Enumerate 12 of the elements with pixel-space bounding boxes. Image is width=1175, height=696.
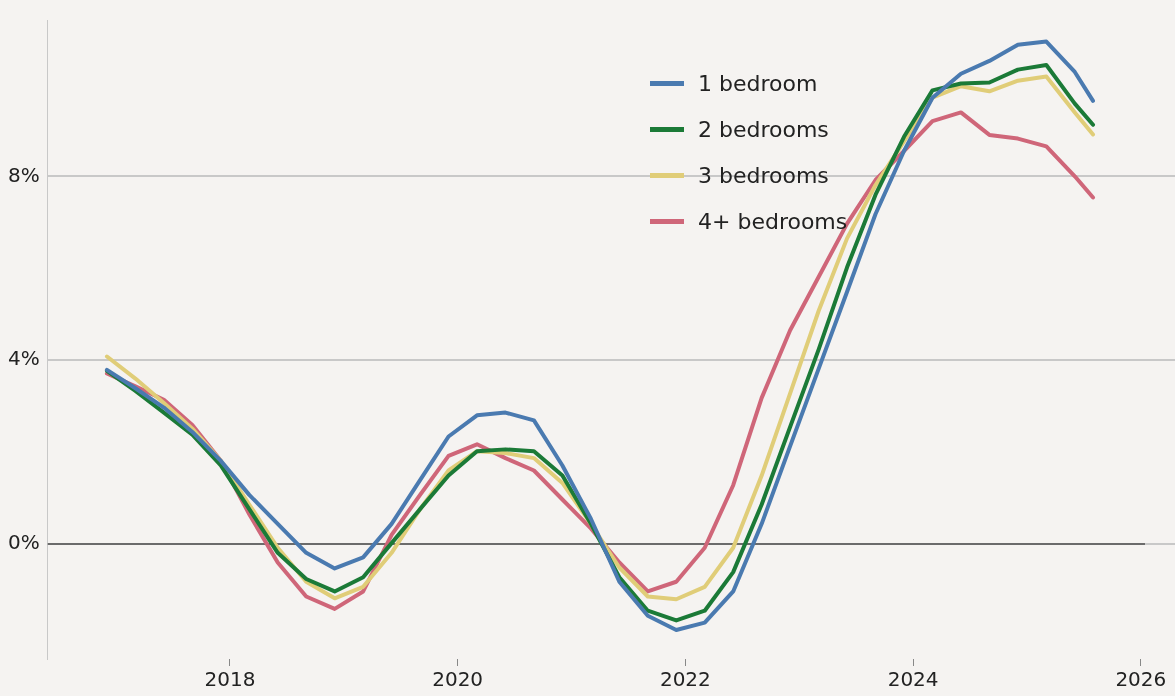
legend-label: 2 bedrooms — [698, 116, 829, 142]
y-tick-label: 0% — [7, 530, 40, 555]
y-tick-label: 4% — [7, 346, 40, 371]
legend-label: 4+ bedrooms — [698, 208, 848, 234]
x-tick-label: 2022 — [659, 667, 711, 692]
legend-label: 1 bedroom — [698, 70, 818, 96]
legend-label: 3 bedrooms — [698, 162, 829, 188]
x-tick-label: 2026 — [1115, 667, 1167, 692]
x-tick-label: 2020 — [432, 667, 484, 692]
y-tick-label: 8% — [7, 162, 40, 187]
x-tick-label: 2018 — [204, 667, 256, 692]
x-tick-label: 2024 — [887, 667, 939, 692]
